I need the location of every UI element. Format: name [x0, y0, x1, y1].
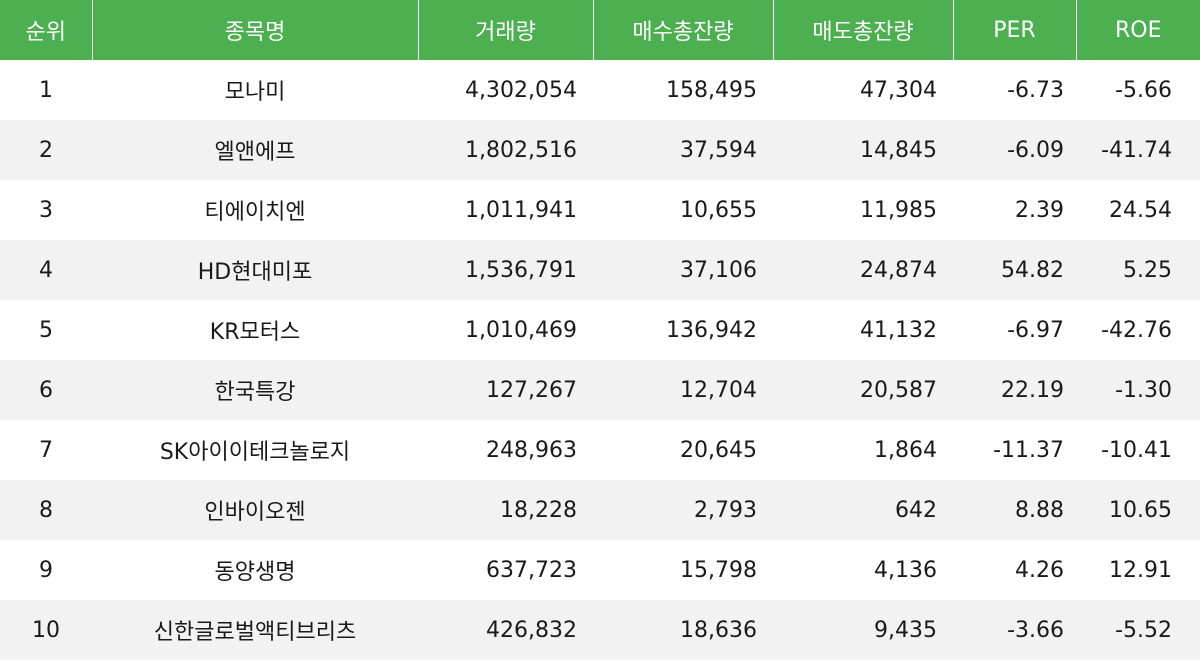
cell-per: 4.26: [953, 540, 1076, 600]
cell-sell-total: 47,304: [773, 60, 953, 120]
table-header: 순위 종목명 거래량 매수총잔량 매도총잔량 PER ROE: [0, 0, 1200, 60]
cell-buy-total: 10,655: [593, 180, 773, 240]
cell-buy-total: 18,636: [593, 600, 773, 660]
cell-roe: 24.54: [1076, 180, 1200, 240]
table-row: 3 티에이치엔 1,011,941 10,655 11,985 2.39 24.54: [0, 180, 1200, 240]
cell-per: -3.66: [953, 600, 1076, 660]
header-rank: 순위: [0, 0, 93, 60]
cell-per: -6.97: [953, 300, 1076, 360]
header-sell-total: 매도총잔량: [773, 0, 954, 60]
header-name: 종목명: [92, 0, 419, 60]
table-body: 1 모나미 4,302,054 158,495 47,304 -6.73 -5.66 2 엘앤에…: [0, 60, 1200, 660]
cell-volume: 18,228: [418, 480, 593, 540]
table-row: 7 SK아이이테크놀로지 248,963 20,645 1,864 -11.37 -10.4…: [0, 420, 1200, 480]
cell-stock-name: HD현대미포: [92, 240, 418, 300]
cell-roe: -10.41: [1076, 420, 1200, 480]
cell-rank: 8: [0, 480, 92, 540]
cell-sell-total: 41,132: [773, 300, 953, 360]
cell-rank: 2: [0, 120, 92, 180]
table-row: 1 모나미 4,302,054 158,495 47,304 -6.73 -5.66: [0, 60, 1200, 120]
cell-buy-total: 12,704: [593, 360, 773, 420]
cell-stock-name: 인바이오젠: [92, 480, 418, 540]
cell-buy-total: 136,942: [593, 300, 773, 360]
cell-sell-total: 642: [773, 480, 953, 540]
cell-stock-name: 티에이치엔: [92, 180, 418, 240]
table-row: 6 한국특강 127,267 12,704 20,587 22.19 -1.30: [0, 360, 1200, 420]
cell-rank: 7: [0, 420, 92, 480]
cell-stock-name: 모나미: [92, 60, 418, 120]
cell-volume: 1,802,516: [418, 120, 593, 180]
cell-volume: 1,010,469: [418, 300, 593, 360]
cell-volume: 426,832: [418, 600, 593, 660]
cell-roe: -5.52: [1076, 600, 1200, 660]
cell-rank: 10: [0, 600, 92, 660]
table-row: 5 KR모터스 1,010,469 136,942 41,132 -6.97 -42.76: [0, 300, 1200, 360]
cell-per: -6.09: [953, 120, 1076, 180]
cell-roe: -5.66: [1076, 60, 1200, 120]
cell-roe: 5.25: [1076, 240, 1200, 300]
cell-rank: 5: [0, 300, 92, 360]
cell-sell-total: 11,985: [773, 180, 953, 240]
header-per: PER: [953, 0, 1077, 60]
cell-volume: 637,723: [418, 540, 593, 600]
cell-buy-total: 20,645: [593, 420, 773, 480]
cell-rank: 6: [0, 360, 92, 420]
cell-volume: 1,011,941: [418, 180, 593, 240]
cell-sell-total: 14,845: [773, 120, 953, 180]
cell-per: 8.88: [953, 480, 1076, 540]
cell-volume: 4,302,054: [418, 60, 593, 120]
cell-sell-total: 9,435: [773, 600, 953, 660]
cell-roe: -42.76: [1076, 300, 1200, 360]
table-row: 10 신한글로벌액티브리츠 426,832 18,636 9,435 -3.66 -5.52: [0, 600, 1200, 660]
table-row: 4 HD현대미포 1,536,791 37,106 24,874 54.82 5.25: [0, 240, 1200, 300]
cell-roe: 10.65: [1076, 480, 1200, 540]
cell-rank: 1: [0, 60, 92, 120]
cell-buy-total: 37,594: [593, 120, 773, 180]
cell-buy-total: 158,495: [593, 60, 773, 120]
cell-per: 54.82: [953, 240, 1076, 300]
cell-stock-name: SK아이이테크놀로지: [92, 420, 418, 480]
cell-stock-name: 신한글로벌액티브리츠: [92, 600, 418, 660]
cell-per: 2.39: [953, 180, 1076, 240]
cell-stock-name: 엘앤에프: [92, 120, 418, 180]
cell-stock-name: 동양생명: [92, 540, 418, 600]
cell-sell-total: 24,874: [773, 240, 953, 300]
cell-buy-total: 15,798: [593, 540, 773, 600]
table-row: 2 엘앤에프 1,802,516 37,594 14,845 -6.09 -41.74: [0, 120, 1200, 180]
cell-sell-total: 1,864: [773, 420, 953, 480]
cell-roe: -41.74: [1076, 120, 1200, 180]
cell-buy-total: 2,793: [593, 480, 773, 540]
cell-per: 22.19: [953, 360, 1076, 420]
header-buy-total: 매수총잔량: [593, 0, 774, 60]
table-row: 8 인바이오젠 18,228 2,793 642 8.88 10.65: [0, 480, 1200, 540]
cell-rank: 4: [0, 240, 92, 300]
cell-volume: 127,267: [418, 360, 593, 420]
header-roe: ROE: [1076, 0, 1200, 60]
cell-rank: 3: [0, 180, 92, 240]
header-volume: 거래량: [418, 0, 594, 60]
cell-stock-name: 한국특강: [92, 360, 418, 420]
cell-sell-total: 20,587: [773, 360, 953, 420]
cell-roe: 12.91: [1076, 540, 1200, 600]
cell-sell-total: 4,136: [773, 540, 953, 600]
cell-buy-total: 37,106: [593, 240, 773, 300]
header-row: 순위 종목명 거래량 매수총잔량 매도총잔량 PER ROE: [0, 0, 1200, 60]
table-row: 9 동양생명 637,723 15,798 4,136 4.26 12.91: [0, 540, 1200, 600]
cell-volume: 248,963: [418, 420, 593, 480]
cell-roe: -1.30: [1076, 360, 1200, 420]
cell-rank: 9: [0, 540, 92, 600]
cell-per: -11.37: [953, 420, 1076, 480]
cell-volume: 1,536,791: [418, 240, 593, 300]
cell-per: -6.73: [953, 60, 1076, 120]
cell-stock-name: KR모터스: [92, 300, 418, 360]
